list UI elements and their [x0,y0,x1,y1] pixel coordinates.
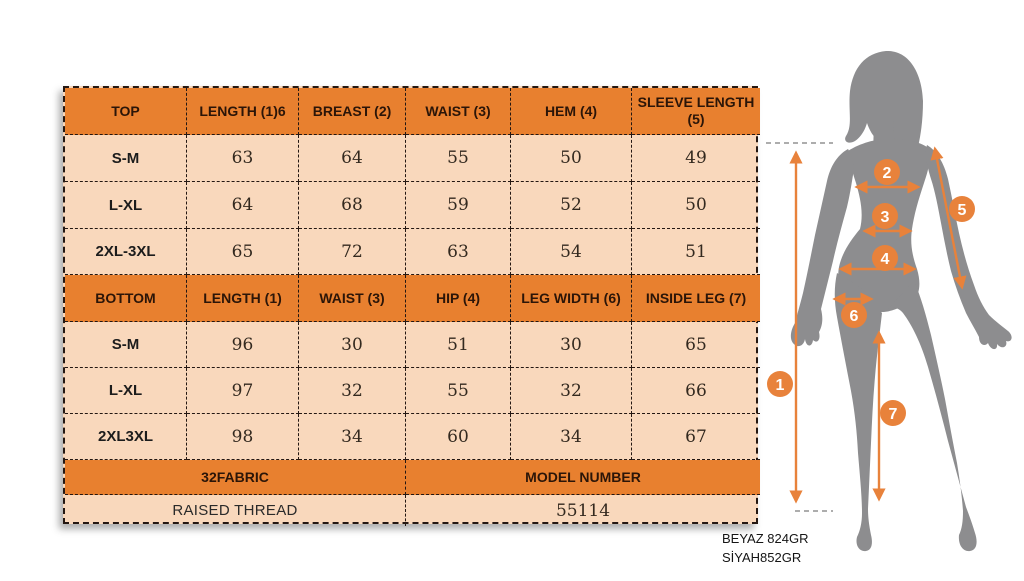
measurement-arrows [789,146,967,504]
bottom-header-waist: WAIST (3) [299,275,406,322]
top-row-sm-sleeve: 49 [632,135,760,182]
size-chart-table: TOP LENGTH (1)6 BREAST (2) WAIST (3) HEM… [63,86,760,526]
top-row-lxl-breast: 68 [299,182,406,229]
svg-text:3: 3 [881,209,890,226]
top-row-sm-length: 63 [187,135,299,182]
marker-badges: 1 2 3 4 5 6 7 [767,159,975,426]
bottom-row-sm-hip: 51 [406,322,511,368]
svg-text:2: 2 [883,165,892,182]
svg-text:1: 1 [776,377,785,394]
bottom-row-sm-length: 96 [187,322,299,368]
bottom-header-hip: HIP (4) [406,275,511,322]
top-row-lxl-hem: 52 [511,182,632,229]
marker-5: 5 [949,196,975,222]
bottom-row-sm-inside-leg: 65 [632,322,760,368]
top-row-sm-size: S-M [65,135,187,182]
arrow-sleeve-length [930,146,967,290]
bottom-row-sm-waist: 30 [299,322,406,368]
reference-dashes [766,142,833,512]
top-row-lxl-size: L-XL [65,182,187,229]
bottom-header-bottom: BOTTOM [65,275,187,322]
top-row-2xl3xl-hem: 54 [511,229,632,275]
bottom-header-inside-leg: INSIDE LEG (7) [632,275,760,322]
top-row-2xl3xl-length: 65 [187,229,299,275]
top-header-breast: BREAST (2) [299,88,406,135]
top-row-2xl3xl-breast: 72 [299,229,406,275]
svg-text:5: 5 [958,202,967,219]
bottom-row-2xl3xl-size: 2XL3XL [65,414,187,460]
top-header-length: LENGTH (1)6 [187,88,299,135]
bottom-row-lxl-waist: 32 [299,368,406,414]
top-row-2xl3xl-sleeve: 51 [632,229,760,275]
note-beyaz: BEYAZ 824GR [722,531,809,546]
bottom-row-2xl3xl-inside-leg: 67 [632,414,760,460]
top-row-lxl-length: 64 [187,182,299,229]
bottom-row-2xl3xl-waist: 34 [299,414,406,460]
marker-3: 3 [872,203,898,229]
measurement-figure: 1 2 3 4 5 6 7 [765,35,1020,565]
bottom-row-lxl-hip: 55 [406,368,511,414]
marker-6: 6 [841,302,867,328]
svg-text:4: 4 [881,251,890,268]
bottom-row-lxl-size: L-XL [65,368,187,414]
bottom-row-2xl3xl-leg-width: 34 [511,414,632,460]
top-row-sm-hem: 50 [511,135,632,182]
bottom-row-2xl3xl-length: 98 [187,414,299,460]
bottom-row-sm-size: S-M [65,322,187,368]
svg-text:6: 6 [850,308,859,325]
marker-7: 7 [880,400,906,426]
fabric-label: 32FABRIC [65,460,406,495]
top-row-sm-breast: 64 [299,135,406,182]
bottom-row-lxl-inside-leg: 66 [632,368,760,414]
woman-silhouette [790,50,1012,552]
bottom-header-leg-width: LEG WIDTH (6) [511,275,632,322]
bottom-row-sm-leg-width: 30 [511,322,632,368]
model-number-label: MODEL NUMBER [406,460,760,495]
svg-text:7: 7 [889,406,898,423]
bottom-row-lxl-leg-width: 32 [511,368,632,414]
top-row-2xl3xl-size: 2XL-3XL [65,229,187,275]
top-row-lxl-sleeve: 50 [632,182,760,229]
model-number-value: 55114 [555,500,611,521]
bottom-header-length: LENGTH (1) [187,275,299,322]
note-siyah: SİYAH852GR [722,550,802,565]
top-header-hem: HEM (4) [511,88,632,135]
fabric-value: RAISED THREAD [65,495,406,526]
top-header-waist: WAIST (3) [406,88,511,135]
top-row-lxl-waist: 59 [406,182,511,229]
marker-2: 2 [874,159,900,185]
top-row-sm-waist: 55 [406,135,511,182]
top-header-top: TOP [65,88,187,135]
female-silhouette-diagram: 1 2 3 4 5 6 7 [766,50,1012,552]
bottom-row-2xl3xl-hip: 60 [406,414,511,460]
bottom-row-lxl-length: 97 [187,368,299,414]
top-row-2xl3xl-waist: 63 [406,229,511,275]
color-weight-notes: BEYAZ 824GR SİYAH852GR [722,529,808,567]
marker-4: 4 [872,245,898,271]
marker-1: 1 [767,371,793,397]
top-header-sleeve-length: SLEEVE LENGTH (5) [632,88,760,135]
